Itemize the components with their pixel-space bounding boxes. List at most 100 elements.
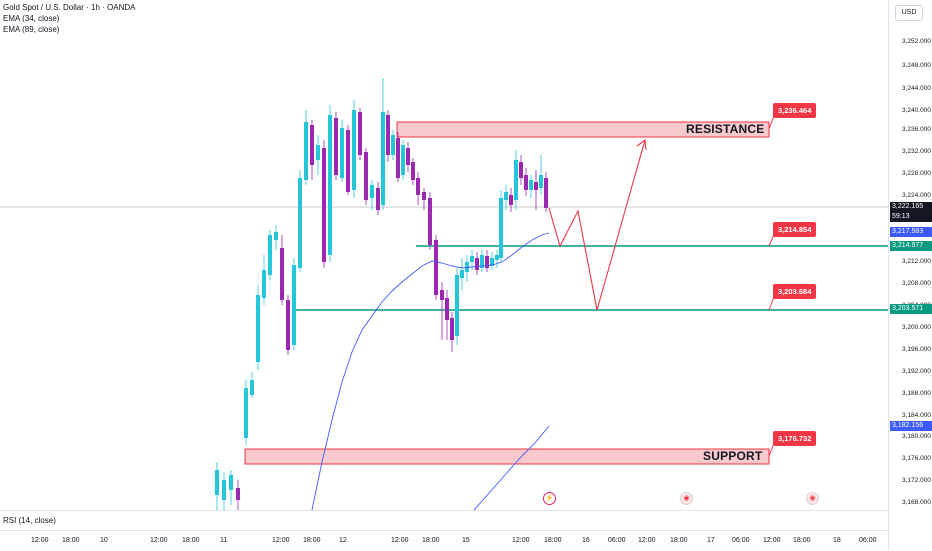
candle-body (401, 145, 405, 175)
candle-body (340, 128, 344, 178)
price-tick-label: 3,208.000 (902, 280, 931, 287)
candle-body (222, 480, 226, 500)
rsi-legend[interactable]: RSI (14, close) (3, 516, 56, 525)
candle-body (396, 138, 400, 178)
time-tick-label: 18:00 (62, 537, 80, 544)
price-tag-level-1[interactable]: 3,214.854 (773, 222, 817, 237)
support-label: SUPPORT (703, 449, 763, 463)
price-tag-level-2[interactable]: 3,203.684 (773, 284, 817, 299)
price-tick-label: 3,188.000 (902, 390, 931, 397)
price-tick-label: 3,200.000 (902, 324, 931, 331)
us-flag-event-icon[interactable]: ◉ (680, 492, 693, 505)
candle-body (364, 152, 368, 200)
time-tick-label: 10 (100, 537, 108, 544)
candle-body (274, 232, 278, 240)
price-tag-support[interactable]: 3,176.732 (773, 431, 817, 446)
candle-body (480, 255, 484, 268)
time-tick-label: 18:00 (670, 537, 688, 544)
candle-body (450, 318, 454, 340)
price-tag-resistance[interactable]: 3,236.464 (773, 103, 817, 118)
candle-body (406, 148, 410, 165)
support-zone[interactable] (244, 448, 770, 465)
time-tick-label: 15 (462, 537, 470, 544)
candle-body (416, 178, 420, 195)
time-tick-label: 18:00 (182, 537, 200, 544)
candle-body (422, 192, 426, 200)
candle-body (229, 475, 233, 490)
candle-body (465, 262, 469, 272)
ema89-value-label: 3,182.156 (890, 421, 932, 431)
candle-body (316, 145, 320, 160)
price-tick-label: 3,212.000 (902, 258, 931, 265)
candle-body (534, 182, 538, 190)
bar-countdown-label: 59:13 (890, 212, 932, 222)
currency-button[interactable]: USD (895, 5, 923, 21)
resistance-zone[interactable] (396, 121, 770, 138)
flash-event-icon[interactable]: ⚡ (543, 492, 556, 505)
time-tick-label: 11 (220, 537, 228, 544)
time-tick-label: 18:00 (303, 537, 321, 544)
projection-arrowhead (636, 138, 647, 151)
candle-body (434, 240, 438, 295)
candle-body (495, 255, 499, 260)
candle-body (490, 258, 494, 266)
candle-body (509, 195, 513, 205)
chart-plot-area[interactable]: Gold Spot / U.S. Dollar · 1h · OANDA EMA… (0, 0, 888, 510)
candle-body (352, 110, 356, 190)
price-tick-label: 3,244.000 (902, 85, 931, 92)
price-tick-label: 3,224.000 (902, 192, 931, 199)
time-tick-label: 06:00 (608, 537, 626, 544)
candle-body (524, 175, 528, 190)
candle-body (391, 135, 395, 155)
price-tick-label: 3,172.000 (902, 477, 931, 484)
time-tick-label: 12:00 (763, 537, 781, 544)
candle-body (544, 178, 548, 208)
price-tick-label: 3,236.000 (902, 126, 931, 133)
candle-body (262, 270, 266, 298)
time-tick-label: 06:00 (732, 537, 750, 544)
ema34-line (311, 232, 550, 510)
candle-body (445, 298, 449, 320)
candle-body (268, 235, 272, 275)
symbol-legend[interactable]: Gold Spot / U.S. Dollar · 1h · OANDA (3, 3, 136, 12)
projection-path (548, 139, 646, 311)
time-tick-label: 18:00 (544, 537, 562, 544)
candle-body (529, 180, 533, 190)
candlestick-series (215, 78, 548, 510)
time-tick-label: 12:00 (638, 537, 656, 544)
candle-body (256, 295, 260, 362)
candle-body (411, 162, 415, 180)
time-tick-label: 12:00 (272, 537, 290, 544)
candle-body (519, 162, 523, 178)
ema89-legend[interactable]: EMA (89, close) (3, 25, 60, 34)
time-axis[interactable]: 12:00 18:00 10 12:00 18:00 11 12:00 18:00 12 12:0… (0, 530, 888, 551)
candle-body (470, 256, 474, 262)
candle-body (250, 380, 254, 395)
price-tick-label: 3,240.000 (902, 107, 931, 114)
time-tick-label: 18:00 (793, 537, 811, 544)
ema34-legend[interactable]: EMA (34, close) (3, 14, 60, 23)
time-tick-label: 12:00 (512, 537, 530, 544)
rsi-pane[interactable]: RSI (14, close) (0, 510, 888, 530)
us-flag-event-icon[interactable]: ◉ (806, 492, 819, 505)
ema34-value-label: 3,217.583 (890, 227, 932, 237)
price-chart[interactable] (0, 0, 888, 510)
price-tick-label: 3,168.000 (902, 499, 931, 506)
candle-body (280, 248, 284, 300)
time-tick-label: 18 (833, 537, 841, 544)
price-tick-label: 3,232.000 (902, 148, 931, 155)
candle-body (358, 112, 362, 155)
candle-body (334, 118, 338, 175)
candle-body (381, 112, 385, 205)
price-axis[interactable]: USD 3,252.000 3,248.000 3,244.000 3,240.000… (888, 0, 932, 550)
price-tick-label: 3,176.000 (902, 455, 931, 462)
level-2-value-label: 3,203.571 (890, 304, 932, 314)
candle-body (215, 470, 219, 495)
time-tick-label: 17 (707, 537, 715, 544)
price-tick-label: 3,248.000 (902, 62, 931, 69)
level-1-value-label: 3,214.977 (890, 241, 932, 251)
candle-body (455, 275, 459, 336)
candle-body (514, 160, 518, 200)
ema89-line (473, 425, 550, 510)
